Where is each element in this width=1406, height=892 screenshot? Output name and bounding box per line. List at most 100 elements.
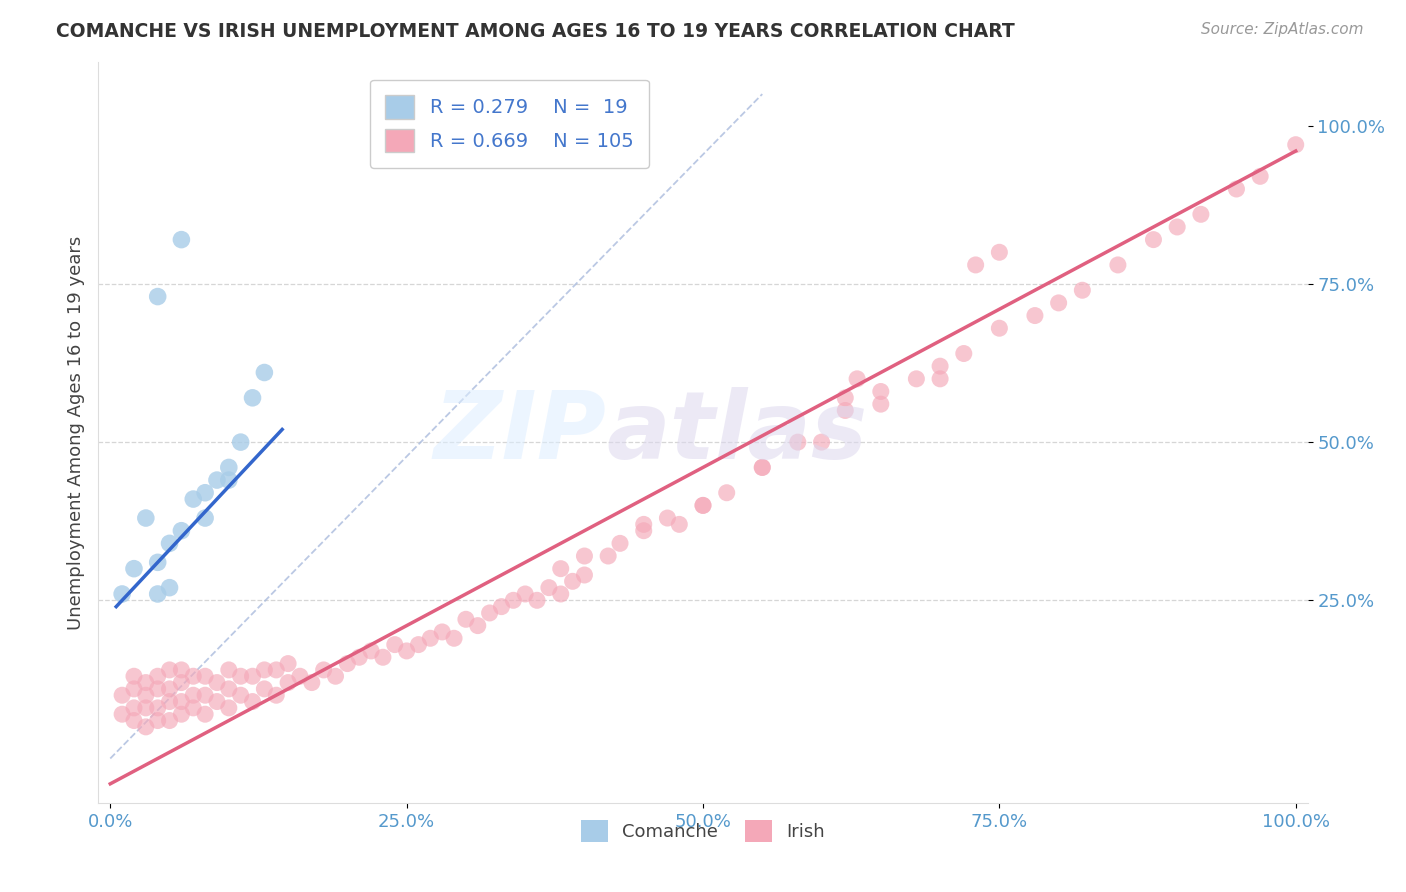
Point (159, 694, 181, 708)
Point (1142, 233, 1164, 247)
Point (491, 599, 513, 614)
Point (633, 517, 655, 532)
Point (146, 681, 169, 696)
Point (159, 581, 181, 595)
Point (229, 688, 252, 702)
Point (218, 681, 240, 696)
Point (550, 587, 572, 601)
Point (159, 681, 181, 696)
Text: ZIP: ZIP (433, 386, 606, 479)
Point (111, 587, 134, 601)
Point (347, 650, 370, 665)
Point (869, 384, 891, 399)
Point (181, 491, 204, 506)
Point (609, 536, 631, 550)
Point (135, 675, 157, 690)
Point (253, 663, 276, 677)
Point (1047, 296, 1070, 310)
Point (692, 499, 714, 513)
Legend: Comanche, Irish: Comanche, Irish (574, 813, 832, 849)
Point (135, 511, 157, 525)
Text: Source: ZipAtlas.com: Source: ZipAtlas.com (1201, 22, 1364, 37)
Point (905, 372, 928, 386)
Point (194, 688, 217, 702)
Point (135, 688, 157, 702)
Point (312, 663, 335, 677)
Point (657, 511, 679, 525)
Point (218, 473, 240, 487)
Text: COMANCHE VS IRISH UNEMPLOYMENT AMONG AGES 16 TO 19 YEARS CORRELATION CHART: COMANCHE VS IRISH UNEMPLOYMENT AMONG AGE… (56, 22, 1015, 41)
Point (668, 517, 690, 532)
Point (384, 638, 406, 652)
Point (170, 524, 193, 538)
Point (229, 669, 252, 683)
Point (751, 460, 773, 475)
Point (288, 669, 311, 683)
Point (454, 612, 477, 626)
Point (122, 681, 145, 696)
Point (846, 372, 869, 386)
Point (170, 675, 193, 690)
Point (1285, 137, 1308, 152)
Point (751, 460, 773, 475)
Point (786, 435, 808, 450)
Point (159, 536, 181, 550)
Point (111, 688, 134, 702)
Point (146, 669, 169, 683)
Point (515, 587, 537, 601)
Point (205, 675, 228, 690)
Point (194, 707, 217, 722)
Point (146, 289, 169, 303)
Point (952, 346, 974, 360)
Point (1189, 207, 1212, 221)
Point (277, 675, 299, 690)
Point (834, 391, 856, 405)
Point (181, 701, 204, 715)
Y-axis label: Unemployment Among Ages 16 to 19 years: Unemployment Among Ages 16 to 19 years (66, 235, 84, 630)
Point (550, 562, 572, 576)
Point (242, 391, 264, 405)
Point (810, 435, 832, 450)
Point (159, 714, 181, 728)
Point (432, 624, 454, 639)
Point (502, 593, 524, 607)
Point (146, 587, 169, 601)
Point (419, 632, 441, 646)
Point (264, 688, 287, 702)
Point (111, 707, 134, 722)
Point (122, 701, 145, 715)
Point (170, 663, 193, 677)
Point (834, 403, 856, 417)
Point (526, 593, 548, 607)
Point (692, 499, 714, 513)
Point (146, 714, 169, 728)
Point (218, 701, 240, 715)
Point (218, 460, 240, 475)
Point (988, 321, 1011, 335)
Point (1071, 283, 1094, 297)
Point (146, 701, 169, 715)
Point (242, 669, 264, 683)
Point (929, 359, 952, 374)
Point (194, 485, 217, 500)
Point (242, 694, 264, 708)
Point (395, 644, 418, 658)
Point (336, 657, 359, 671)
Point (633, 524, 655, 538)
Point (1225, 182, 1247, 196)
Point (205, 473, 228, 487)
Point (965, 258, 987, 272)
Point (1249, 169, 1271, 184)
Point (181, 688, 204, 702)
Point (478, 606, 501, 620)
Point (122, 562, 145, 576)
Point (371, 650, 394, 665)
Point (1107, 258, 1129, 272)
Point (537, 581, 560, 595)
Point (218, 663, 240, 677)
Point (598, 549, 620, 563)
Point (194, 511, 217, 525)
Point (181, 669, 204, 683)
Point (122, 714, 145, 728)
Point (264, 663, 287, 677)
